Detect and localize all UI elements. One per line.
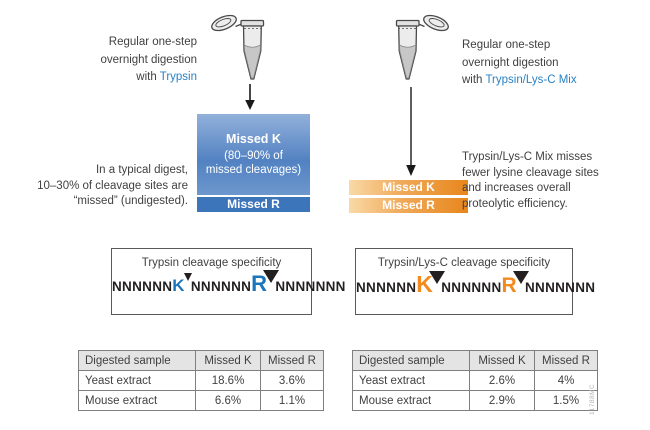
arrow-down-icon-right <box>406 87 416 176</box>
intro-line: overnight digestion <box>462 56 559 69</box>
arginine-letter: R <box>251 271 268 296</box>
tube-cap-icon <box>211 14 242 32</box>
figure-id-watermark: 11788MC <box>589 383 596 415</box>
intro-line: with Trypsin <box>136 71 197 83</box>
results-table-trypsin-lysc: Digested sample Missed K Missed R Yeast … <box>352 350 598 411</box>
tube-cap-icon <box>418 14 449 32</box>
intro-line: Regular one-step <box>462 39 551 51</box>
missed-k-box: Missed K (80–90% of missed cleavages) <box>197 114 310 195</box>
intro-text-trypsin: Regular one-step overnight digestion wit… <box>40 34 197 87</box>
specificity-title: Trypsin/Lys-C cleavage specificity <box>377 257 551 269</box>
agent-name-trypsin-lysc: Trypsin/Lys-C Mix <box>485 74 577 86</box>
note-line: fewer lysine cleavage sites <box>462 166 599 179</box>
table-row: Mouse extract 2.9% 1.5% <box>352 390 598 411</box>
missed-k-value: 18.6% <box>195 370 261 391</box>
sample-name: Yeast extract <box>78 370 196 391</box>
note-line: “missed” (undigested). <box>73 195 188 207</box>
note-line: Trypsin/Lys-C Mix misses <box>462 151 593 163</box>
note-lysc-benefit: Trypsin/Lys-C Mix misses fewer lysine cl… <box>462 150 642 212</box>
specificity-box-trypsin-lysc: Trypsin/Lys-C cleavage specificity NNNNN… <box>355 248 596 315</box>
cleavage-triangle-icon <box>263 270 280 283</box>
note-line: proteolytic efficiency. <box>462 197 568 210</box>
note-line: In a typical digest, <box>95 164 188 176</box>
results-table-trypsin: Digested sample Missed K Missed R Yeast … <box>78 350 324 411</box>
table-header-row: Digested sample Missed K Missed R <box>78 350 324 371</box>
missed-r-value: 1.1% <box>260 390 324 411</box>
arrow-down-icon-left <box>245 84 255 110</box>
column-header: Missed K <box>195 350 261 371</box>
sample-name: Mouse extract <box>352 390 470 411</box>
note-line: 10–30% of cleavage sites are <box>37 179 188 192</box>
missed-k-title: Missed K <box>226 131 281 146</box>
cleavage-triangle-icon <box>183 273 192 281</box>
note-typical-digest: In a typical digest, 10–30% of cleavage … <box>15 163 188 210</box>
missed-k-subtitle-line: (80–90% of <box>224 149 283 162</box>
sample-name: Yeast extract <box>352 370 470 391</box>
cleavage-triangle-icon <box>429 271 446 284</box>
intro-line: overnight digestion <box>100 53 197 66</box>
table-header-row: Digested sample Missed K Missed R <box>352 350 598 371</box>
missed-k-subtitle-line: missed cleavages) <box>205 164 302 176</box>
column-header: Digested sample <box>352 350 470 371</box>
table-row: Mouse extract 6.6% 1.1% <box>78 390 324 411</box>
missed-k-value: 2.6% <box>469 370 535 391</box>
missed-r-bar-blue: Missed R <box>197 197 310 212</box>
table-row: Yeast extract 18.6% 3.6% <box>78 370 324 391</box>
missed-r-value: 1.5% <box>534 390 598 411</box>
cleavage-sequence: NNNNNNK NNNNNNR NNNNNNN <box>356 271 596 297</box>
column-header: Missed R <box>260 350 324 371</box>
intro-line: Regular one-step <box>108 36 197 48</box>
arginine-letter: R <box>501 274 517 297</box>
cleavage-sequence: NNNNNNK NNNNNNR NNNNNNN <box>112 270 346 296</box>
agent-name-trypsin: Trypsin <box>159 71 197 83</box>
note-line: and increases overall <box>462 182 571 194</box>
intro-line: with Trypsin/Lys-C Mix <box>462 74 577 86</box>
missed-k-value: 2.9% <box>469 390 535 411</box>
lysine-letter: K <box>172 276 185 295</box>
cleavage-triangle-icon <box>512 271 529 284</box>
specificity-box-trypsin: Trypsin cleavage specificity NNNNNNK NNNN… <box>111 248 346 315</box>
missed-k-bar-orange: Missed K <box>349 180 468 195</box>
missed-k-value: 6.6% <box>195 390 261 411</box>
microcentrifuge-tube-icon-left <box>211 14 265 80</box>
missed-r-value: 3.6% <box>260 370 324 391</box>
missed-r-value: 4% <box>534 370 598 391</box>
missed-r-bar-orange: Missed R <box>349 198 468 213</box>
sample-name: Mouse extract <box>78 390 196 411</box>
column-header: Digested sample <box>78 350 196 371</box>
specificity-title: Trypsin cleavage specificity <box>141 257 282 269</box>
table-row: Yeast extract 2.6% 4% <box>352 370 598 391</box>
lysine-letter: K <box>416 271 434 297</box>
microcentrifuge-tube-icon-right <box>395 14 449 80</box>
column-header: Missed K <box>469 350 535 371</box>
intro-text-trypsin-lysc: Regular one-step overnight digestion wit… <box>462 37 637 90</box>
